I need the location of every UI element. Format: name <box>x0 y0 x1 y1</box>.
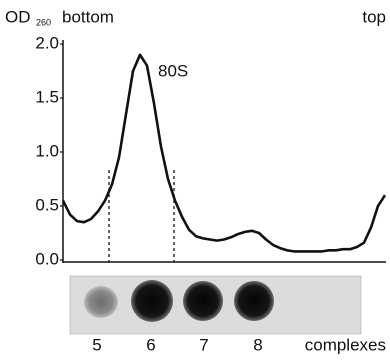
od-curve <box>63 55 385 252</box>
annotation-top: top <box>362 7 386 26</box>
lane-label: 8 <box>253 335 262 354</box>
y-tick-label: 1.0 <box>35 141 59 160</box>
lane-label: 7 <box>199 335 208 354</box>
y-axis-label-subscript: 260 <box>36 17 51 27</box>
lane-label: 6 <box>146 335 155 354</box>
annotation-bottom: bottom <box>62 7 114 26</box>
blot-dot <box>84 286 118 318</box>
annotation-peak: 80S <box>158 61 188 80</box>
y-tick-label: 0.5 <box>35 195 59 214</box>
y-axis-label: OD <box>5 7 31 26</box>
y-tick-label: 1.5 <box>35 87 59 106</box>
page: OD 260 bottom top 80S 5 6 7 8 complexes … <box>0 0 390 355</box>
y-tick-label: 2.0 <box>35 33 59 52</box>
blot-dot <box>131 280 173 322</box>
y-tick-label: 0.0 <box>35 249 59 268</box>
lane-label: 5 <box>92 335 101 354</box>
chart: OD 260 bottom top 80S 5 6 7 8 complexes … <box>0 0 390 355</box>
blot-dot <box>183 281 223 321</box>
blot-dot <box>234 281 274 321</box>
blot-label: complexes <box>305 335 386 354</box>
